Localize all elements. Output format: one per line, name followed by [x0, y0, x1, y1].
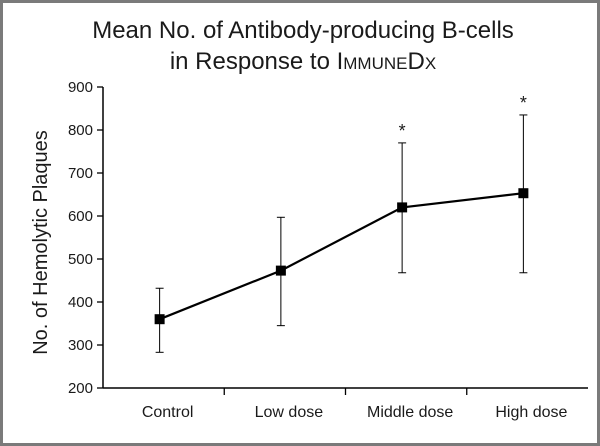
x-tick-label: Control [142, 404, 194, 421]
significance-star: * [520, 93, 527, 113]
chart-title-line-1: Mean No. of Antibody-producing B-cells [92, 17, 514, 44]
x-tick-label: Low dose [255, 404, 324, 421]
data-point-marker [397, 202, 408, 213]
data-point-marker [275, 265, 286, 276]
title-brand-part: MMUNE [343, 54, 408, 73]
title-brand-part: X [424, 54, 437, 73]
data-point-marker [518, 188, 529, 199]
y-tick-label: 800 [68, 122, 93, 139]
chart-title-brand: IMMUNEDX [337, 48, 437, 75]
y-tick-label: 500 [68, 251, 93, 268]
chart-title-line-2-prefix: in Response to [169, 48, 337, 75]
title-brand-part: I [336, 48, 344, 75]
x-axis-ticks: Control Low dose Middle dose High dose [142, 388, 568, 421]
series-polyline [159, 192, 524, 321]
y-tick-label: 900 [68, 79, 93, 96]
chart-title: Mean No. of Antibody-producing B-cells i… [3, 15, 600, 79]
title-brand-part: D [407, 48, 425, 75]
line-chart: 200 300 400 500 600 700 800 900 Control Low dose… [30, 79, 588, 421]
significance-markers: ** [399, 93, 527, 141]
y-tick-label: 300 [68, 337, 93, 354]
y-tick-label: 200 [68, 380, 93, 397]
series-line [159, 192, 524, 321]
y-tick-label: 600 [68, 208, 93, 225]
x-tick-label: Middle dose [367, 404, 453, 421]
x-tick-label: High dose [495, 404, 567, 421]
chart-title-line-2: in Response to IMMUNEDX [3, 46, 600, 79]
error-bars [155, 114, 528, 353]
y-axis-label: No. of Hemolytic Plaques [30, 130, 52, 355]
y-tick-label: 400 [68, 294, 93, 311]
significance-star: * [399, 121, 406, 141]
data-point-marker [154, 314, 165, 325]
y-axis-ticks: 200 300 400 500 600 700 800 900 [68, 79, 103, 397]
y-tick-label: 700 [68, 165, 93, 182]
data-markers [154, 188, 529, 325]
